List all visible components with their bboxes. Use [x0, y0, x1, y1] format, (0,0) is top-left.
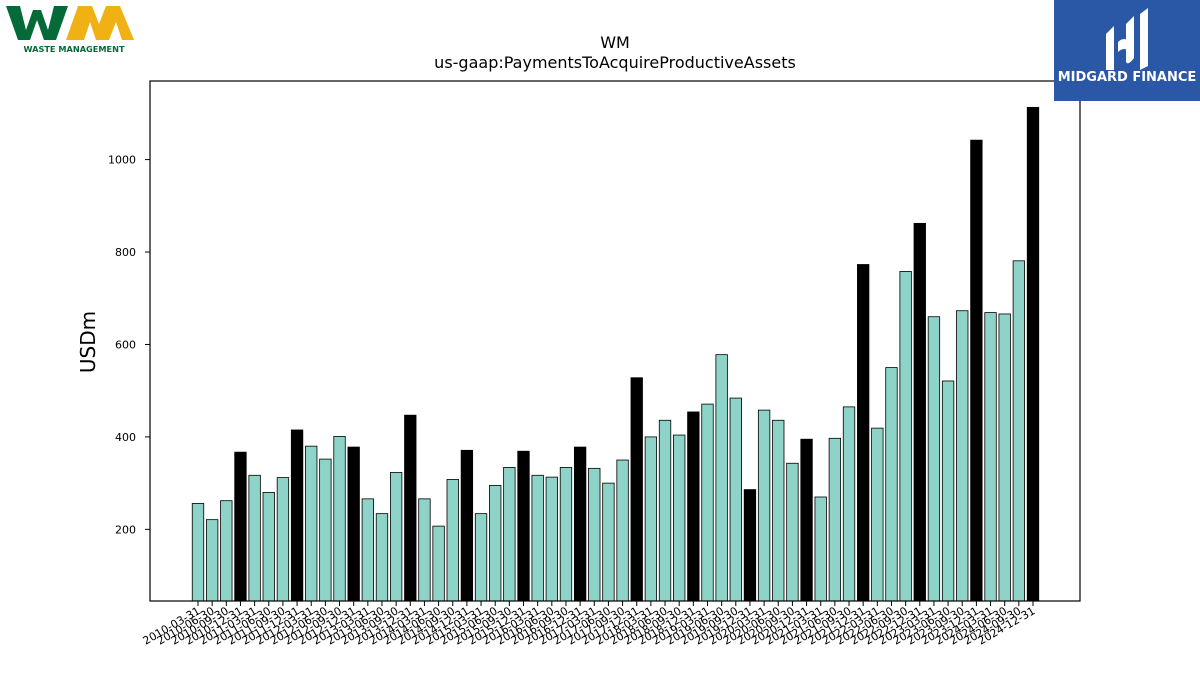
- chart-title: WM: [600, 33, 630, 52]
- bar-2014-12-31: [460, 449, 474, 602]
- bar-2016-03-31: [531, 474, 544, 602]
- wm-w-shape: [6, 6, 68, 40]
- bar-2018-06-30: [658, 419, 672, 602]
- bar-2015-09-30: [503, 467, 516, 602]
- bar-2014-06-30: [432, 525, 445, 602]
- bar-2022-06-30: [885, 367, 898, 602]
- bar-2021-03-31: [814, 496, 827, 602]
- bar-2017-12-31: [630, 377, 643, 602]
- bar-2012-03-31: [305, 445, 318, 602]
- bar-2013-06-30: [375, 513, 389, 602]
- bar-2024-03-31: [984, 312, 997, 602]
- bar-2020-06-30: [772, 419, 785, 602]
- bar-2023-09-30: [956, 310, 969, 602]
- bar-2024-06-30: [998, 313, 1011, 602]
- chart-subtitle: us-gaap:PaymentsToAcquireProductiveAsset…: [434, 53, 796, 72]
- bar-2023-12-31: [970, 139, 983, 602]
- bar-2015-06-30: [489, 485, 502, 602]
- bar-2011-09-30: [276, 477, 290, 602]
- y-tick-label: 600: [115, 338, 136, 351]
- bar-2010-03-31: [191, 503, 205, 602]
- y-axis-label: USDm: [76, 311, 100, 373]
- bar-2019-06-30: [715, 354, 728, 602]
- bar-2024-12-31: [1026, 106, 1040, 602]
- bar-2019-03-31: [701, 403, 714, 602]
- bar-2021-09-30: [842, 406, 856, 602]
- bar-2020-12-31: [800, 438, 813, 602]
- bar-2012-09-30: [333, 436, 346, 602]
- bar-2012-12-31: [347, 446, 360, 602]
- bar-2016-09-30: [559, 467, 573, 602]
- plot-frame: [149, 80, 1081, 602]
- bar-2011-03-31: [248, 474, 261, 602]
- y-tick-label: 800: [115, 246, 136, 259]
- bar-2020-09-30: [786, 462, 799, 602]
- bar-2012-06-30: [319, 458, 332, 602]
- bar-2018-09-30: [673, 434, 686, 602]
- wm-m-shape: [66, 6, 134, 40]
- bar-2013-03-31: [361, 498, 374, 602]
- bar-2010-12-31: [234, 451, 247, 602]
- waste-management-logo: WASTE MANAGEMENT: [6, 6, 134, 54]
- bar-2017-06-30: [602, 482, 615, 602]
- y-axis: 200 400 600 800 1000: [108, 154, 150, 536]
- bar-2024-09-30: [1012, 260, 1025, 602]
- bar-2013-09-30: [389, 472, 403, 602]
- bar-2021-06-30: [828, 437, 842, 602]
- midgard-finance-logo: MIDGARD FINANCE: [1054, 0, 1200, 101]
- bar-2011-12-31: [290, 429, 304, 602]
- midgard-logo-text: MIDGARD FINANCE: [1058, 70, 1197, 85]
- bar-2017-03-31: [588, 467, 601, 602]
- bar-2015-03-31: [474, 513, 488, 602]
- bar-2023-06-30: [941, 380, 955, 602]
- bar-2022-03-31: [871, 427, 884, 602]
- y-tick-label: 1000: [108, 154, 136, 167]
- wm-logo-text: WASTE MANAGEMENT: [23, 44, 125, 54]
- bars-group: [191, 106, 1040, 602]
- bar-2017-09-30: [616, 459, 629, 602]
- bar-2019-12-31: [743, 489, 757, 602]
- bar-2016-06-30: [545, 476, 558, 602]
- bar-2021-12-31: [857, 264, 870, 602]
- bar-2010-06-30: [205, 519, 219, 602]
- bar-2020-03-31: [757, 409, 771, 602]
- bar-2011-06-30: [262, 491, 275, 602]
- bar-2018-12-31: [687, 411, 700, 602]
- x-axis: 2010-03-312010-06-302010-09-302010-12-31…: [141, 601, 1038, 648]
- bar-2010-09-30: [220, 500, 233, 602]
- bar-2014-09-30: [446, 479, 459, 602]
- y-tick-label: 400: [115, 431, 136, 444]
- bar-2019-09-30: [729, 397, 742, 602]
- bar-2023-03-31: [927, 316, 941, 602]
- bar-2022-12-31: [913, 222, 926, 602]
- bar-2016-12-31: [573, 446, 587, 602]
- bar-2013-12-31: [404, 414, 417, 602]
- y-tick-label: 200: [115, 523, 136, 536]
- bar-2018-03-31: [644, 436, 658, 602]
- bar-2022-09-30: [899, 271, 912, 602]
- bar-2015-12-31: [517, 450, 530, 602]
- bar-2014-03-31: [418, 498, 431, 602]
- midgard-emblem-icon: [1106, 8, 1148, 70]
